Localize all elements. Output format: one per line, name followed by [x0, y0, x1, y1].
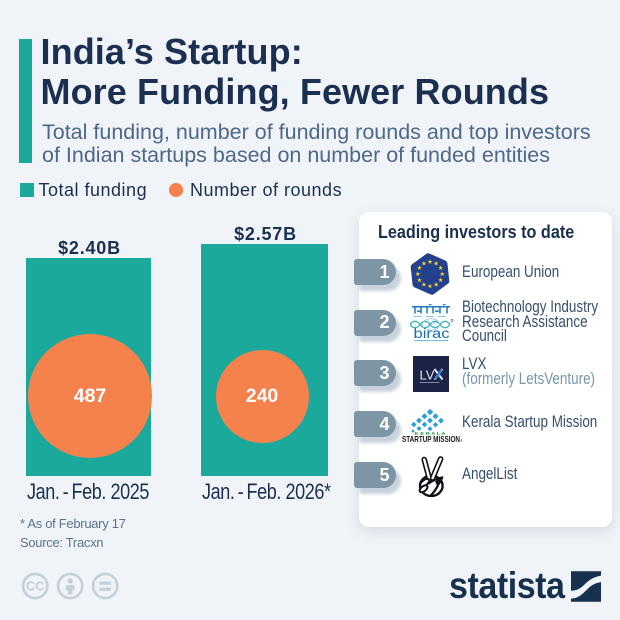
svg-text:STARTUP MISSION: STARTUP MISSION: [402, 435, 460, 444]
svg-text:LV: LV: [420, 368, 435, 383]
svg-text:CC: CC: [26, 580, 44, 594]
svg-text:K E R A L A: K E R A L A: [415, 431, 447, 436]
svg-text:birac: birac: [414, 326, 450, 341]
svg-text:®: ®: [460, 439, 462, 443]
